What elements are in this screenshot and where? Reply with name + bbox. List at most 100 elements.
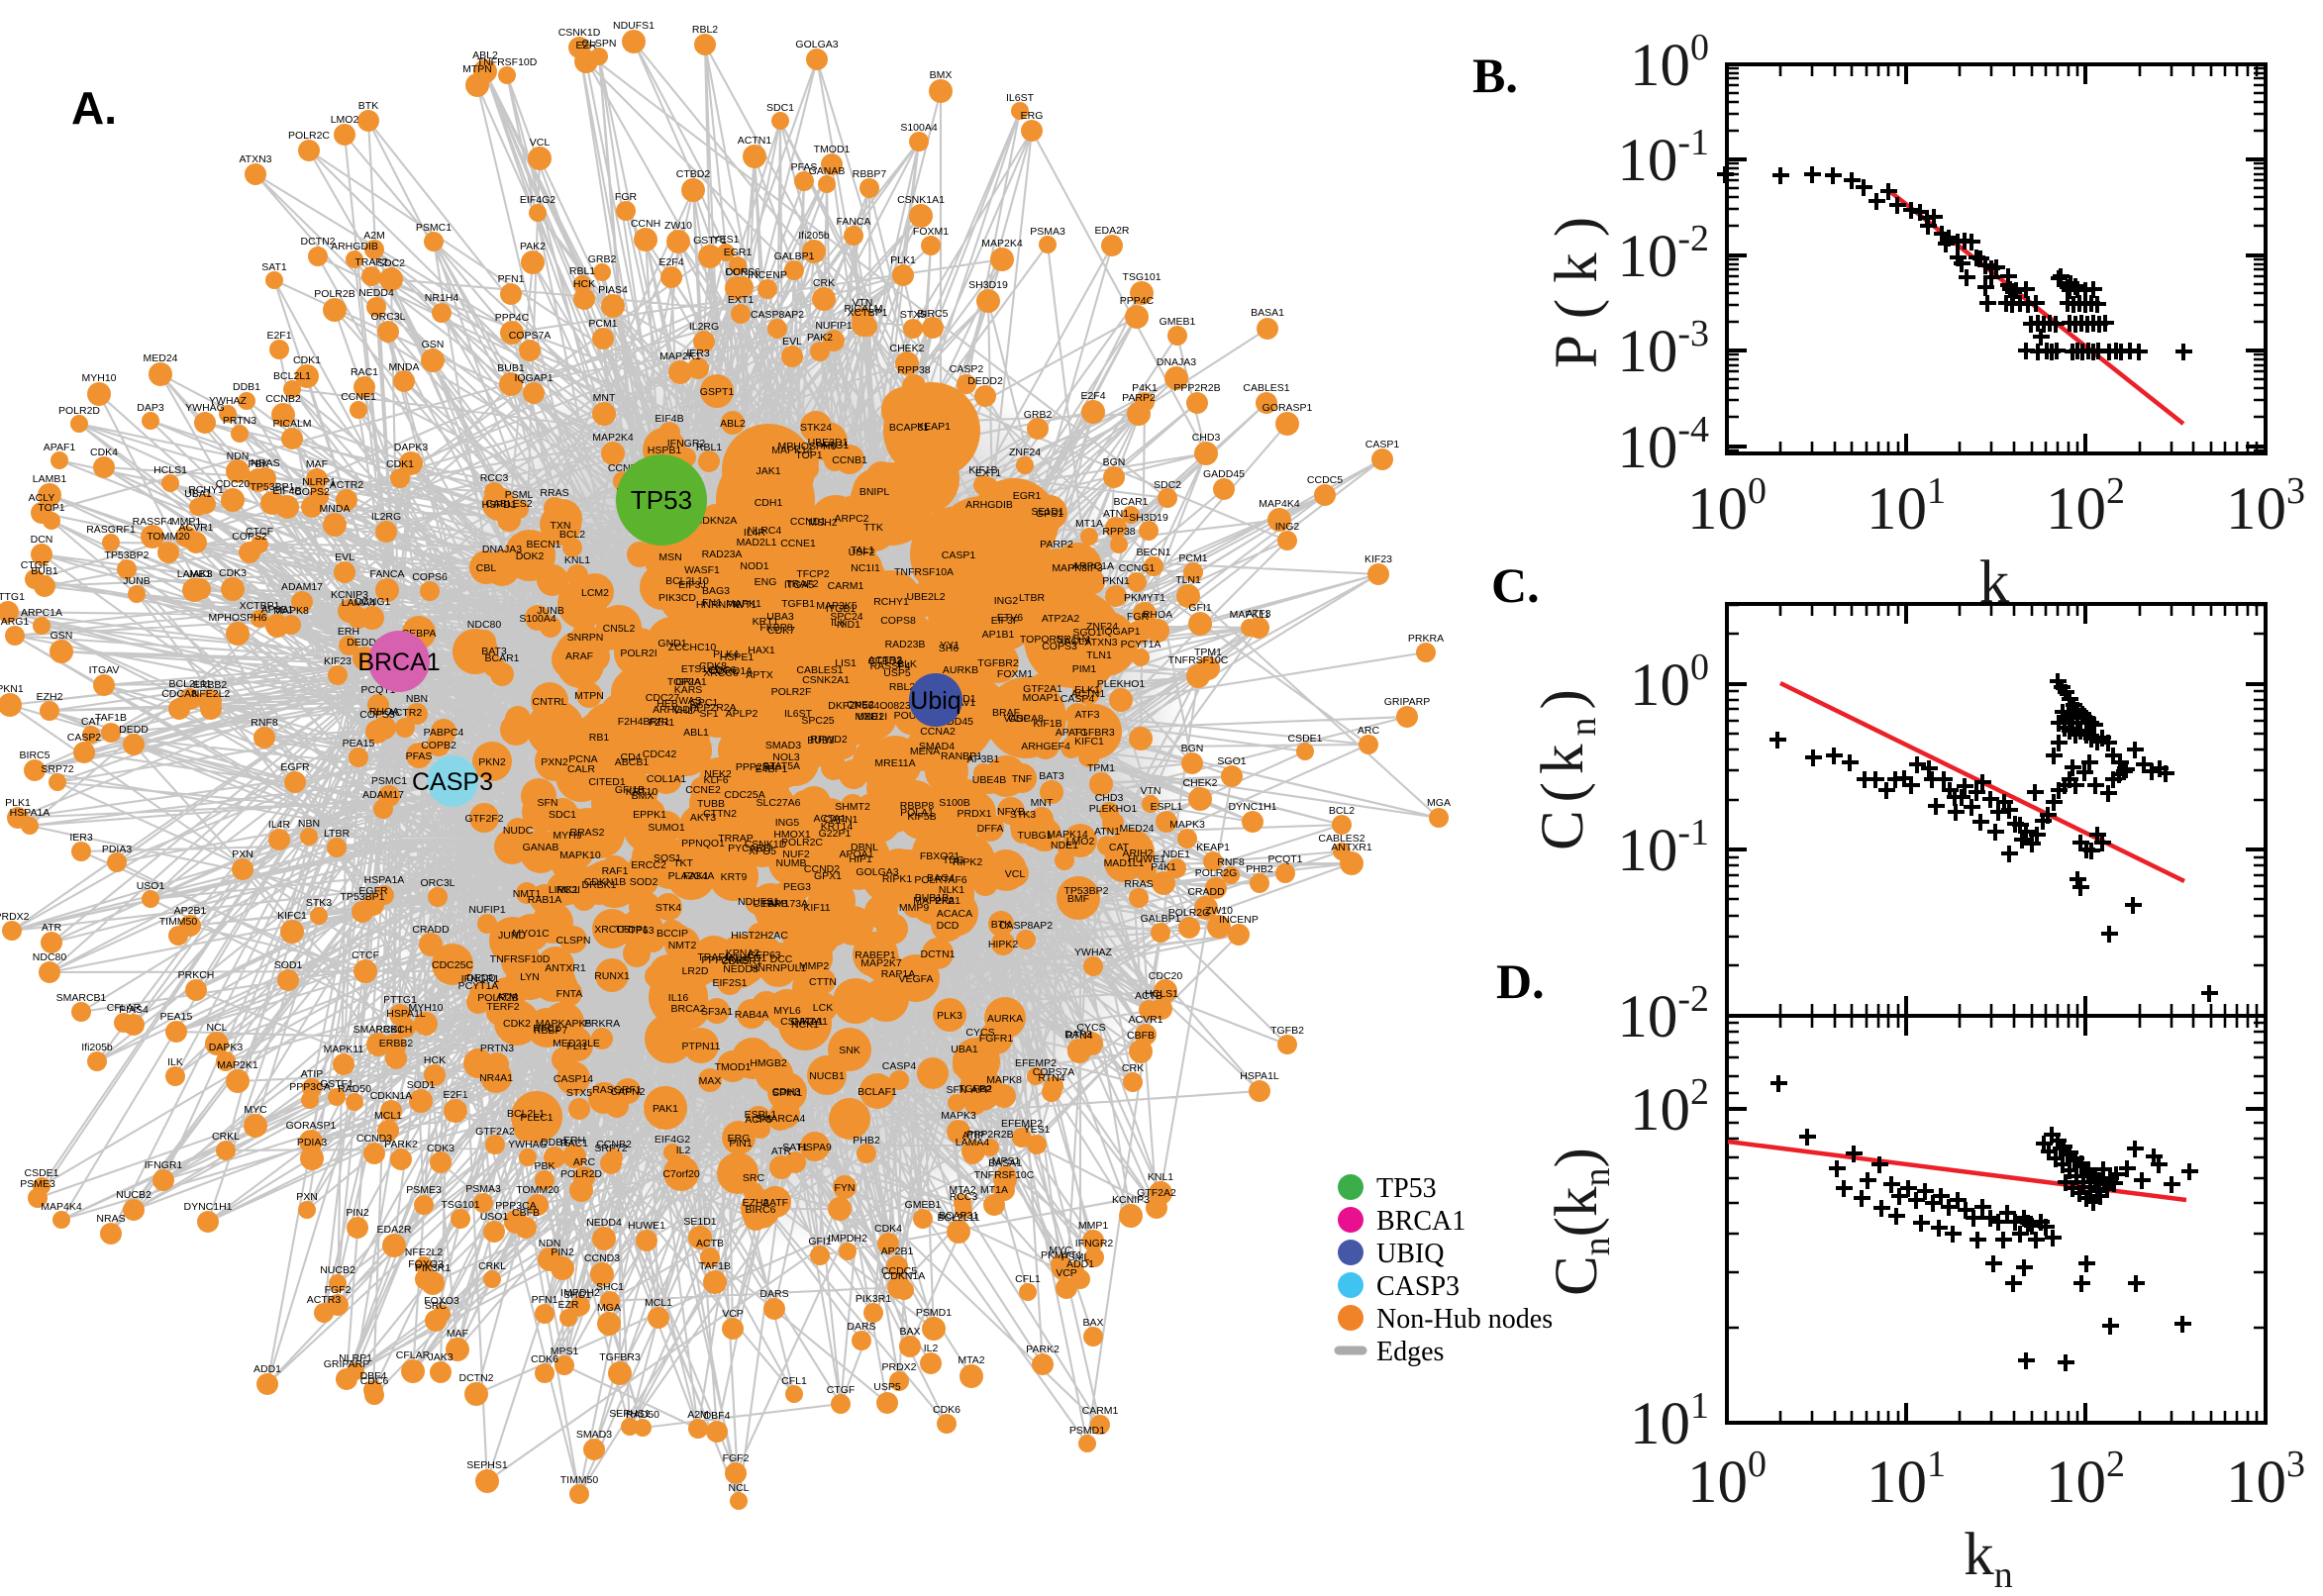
svg-text:CASP1: CASP1	[942, 549, 976, 561]
svg-text:DOK2: DOK2	[516, 550, 545, 562]
svg-text:HCLS1: HCLS1	[153, 464, 187, 476]
svg-text:PHB2: PHB2	[1246, 863, 1273, 875]
svg-text:COPS6: COPS6	[412, 571, 448, 583]
svg-text:CCNE1: CCNE1	[341, 391, 376, 403]
svg-text:SRP72: SRP72	[41, 763, 73, 775]
svg-text:PXN: PXN	[296, 1191, 318, 1203]
svg-text:NUMB: NUMB	[776, 857, 807, 869]
svg-text:CCNB2: CCNB2	[265, 393, 301, 405]
svg-text:IER3: IER3	[686, 348, 710, 359]
svg-text:ERG: ERG	[1021, 110, 1044, 122]
svg-text:MAD2L1: MAD2L1	[737, 537, 777, 549]
svg-text:BASA1: BASA1	[988, 1157, 1022, 1169]
svg-text:GSN: GSN	[422, 339, 445, 350]
svg-text:EGFR: EGFR	[280, 761, 310, 773]
svg-text:NEDD4: NEDD4	[586, 1217, 622, 1229]
svg-text:IQGAP1: IQGAP1	[514, 372, 553, 384]
svg-text:YWHAZ: YWHAZ	[1074, 947, 1113, 958]
svg-text:ACTR3: ACTR3	[307, 1294, 342, 1306]
svg-text:MMP9: MMP9	[899, 902, 929, 914]
svg-text:GSPT1: GSPT1	[700, 386, 735, 398]
svg-text:TMOD1: TMOD1	[715, 1061, 752, 1073]
svg-text:DFFA: DFFA	[977, 823, 1004, 835]
svg-text:SGO1: SGO1	[1072, 627, 1101, 639]
svg-text:MTA2: MTA2	[958, 1354, 984, 1366]
svg-text:ETS1: ETS1	[681, 663, 707, 675]
svg-text:ARIH2: ARIH2	[1123, 848, 1154, 859]
svg-text:CHEK2: CHEK2	[1182, 777, 1217, 789]
svg-text:BMX: BMX	[930, 69, 953, 81]
svg-text:KIF5B: KIF5B	[907, 811, 936, 823]
svg-text:TIMM50: TIMM50	[560, 1474, 599, 1486]
svg-text:MAP2K1: MAP2K1	[659, 350, 701, 362]
svg-text:EDA2R: EDA2R	[376, 1224, 411, 1236]
svg-text:BCL2: BCL2	[559, 529, 585, 541]
svg-text:NDC80: NDC80	[33, 951, 67, 963]
svg-text:STK3: STK3	[306, 897, 332, 909]
svg-text:PCM1: PCM1	[588, 318, 617, 330]
svg-text:FGR: FGR	[615, 191, 638, 203]
svg-text:VEGFA: VEGFA	[898, 973, 933, 985]
svg-text:DAPK3: DAPK3	[209, 1042, 244, 1053]
svg-text:CDH1: CDH1	[755, 497, 783, 509]
svg-text:KRT1: KRT1	[753, 616, 779, 628]
svg-text:TGFBR3: TGFBR3	[1073, 727, 1115, 739]
svg-text:HSPB1: HSPB1	[648, 445, 682, 456]
svg-text:RBL2: RBL2	[692, 24, 718, 36]
svg-text:PRDX1: PRDX1	[957, 808, 991, 820]
svg-text:UBE2I: UBE2I	[858, 711, 887, 723]
svg-text:MAPK8: MAPK8	[986, 1074, 1022, 1086]
svg-text:CSNK1A1: CSNK1A1	[780, 1016, 828, 1028]
svg-text:EIF3J: EIF3J	[678, 579, 705, 591]
svg-text:HCLS1: HCLS1	[1145, 988, 1178, 1000]
svg-text:SDC2: SDC2	[377, 257, 405, 269]
svg-text:PPP4C: PPP4C	[1120, 295, 1155, 307]
svg-text:D.: D.	[1496, 953, 1545, 1009]
svg-text:B.: B.	[1472, 48, 1518, 103]
svg-text:DCTN2: DCTN2	[300, 236, 335, 248]
svg-text:ATF3: ATF3	[1247, 608, 1271, 620]
svg-text:NEDD8: NEDD8	[723, 963, 758, 975]
svg-text:BCL2L10: BCL2L10	[665, 575, 709, 587]
svg-text:MAD1L1: MAD1L1	[1104, 857, 1145, 869]
svg-text:GMEB1: GMEB1	[1160, 316, 1196, 328]
svg-text:CASP4: CASP4	[1060, 693, 1095, 705]
svg-text:MAF: MAF	[447, 1328, 468, 1340]
svg-text:CASP8AP2: CASP8AP2	[751, 309, 804, 321]
svg-text:PAK1: PAK1	[653, 1103, 678, 1115]
svg-text:C.: C.	[1491, 557, 1540, 613]
svg-text:UBE2D1: UBE2D1	[808, 437, 849, 449]
svg-text:TRAF1: TRAF1	[697, 951, 730, 963]
svg-text:PPP2R2A: PPP2R2A	[689, 702, 736, 714]
svg-text:PRTN3: PRTN3	[480, 1043, 514, 1054]
svg-text:SOD1: SOD1	[407, 1079, 436, 1091]
svg-text:PLK1: PLK1	[5, 797, 31, 809]
svg-text:RCC3: RCC3	[950, 1191, 978, 1203]
svg-text:BAX: BAX	[1082, 1317, 1103, 1329]
svg-text:MSH2: MSH2	[808, 517, 837, 529]
svg-text:CFLAR: CFLAR	[107, 1002, 142, 1014]
svg-text:CCNG1: CCNG1	[354, 596, 391, 608]
svg-text:CITED1: CITED1	[588, 776, 626, 788]
svg-text:FANCA: FANCA	[369, 568, 404, 580]
svg-text:MAP2K4: MAP2K4	[592, 432, 634, 444]
svg-text:PARP2: PARP2	[1040, 539, 1073, 550]
svg-text:ATIP: ATIP	[301, 1068, 324, 1080]
svg-text:KCNIP3: KCNIP3	[331, 589, 368, 601]
svg-text:BCL2L1: BCL2L1	[507, 1108, 545, 1120]
svg-text:PRDX2: PRDX2	[881, 1361, 916, 1373]
svg-text:CCNB2: CCNB2	[596, 1139, 632, 1150]
svg-text:EIF4B: EIF4B	[655, 413, 683, 425]
svg-text:HNRNPK: HNRNPK	[696, 599, 740, 611]
svg-text:PRKRA: PRKRA	[1408, 633, 1444, 645]
svg-text:HSPD1: HSPD1	[481, 499, 516, 511]
svg-text:DBF4: DBF4	[360, 1370, 387, 1382]
svg-text:MAF: MAF	[306, 458, 328, 470]
svg-text:CDK1: CDK1	[293, 354, 321, 366]
svg-text:POLR2D: POLR2D	[58, 405, 100, 417]
svg-text:KRT9: KRT9	[721, 871, 748, 883]
svg-text:NC1I1: NC1I1	[851, 562, 880, 574]
svg-text:RAC1: RAC1	[351, 366, 378, 378]
svg-text:CBFB: CBFB	[512, 1207, 540, 1219]
svg-text:IER3: IER3	[69, 832, 93, 844]
